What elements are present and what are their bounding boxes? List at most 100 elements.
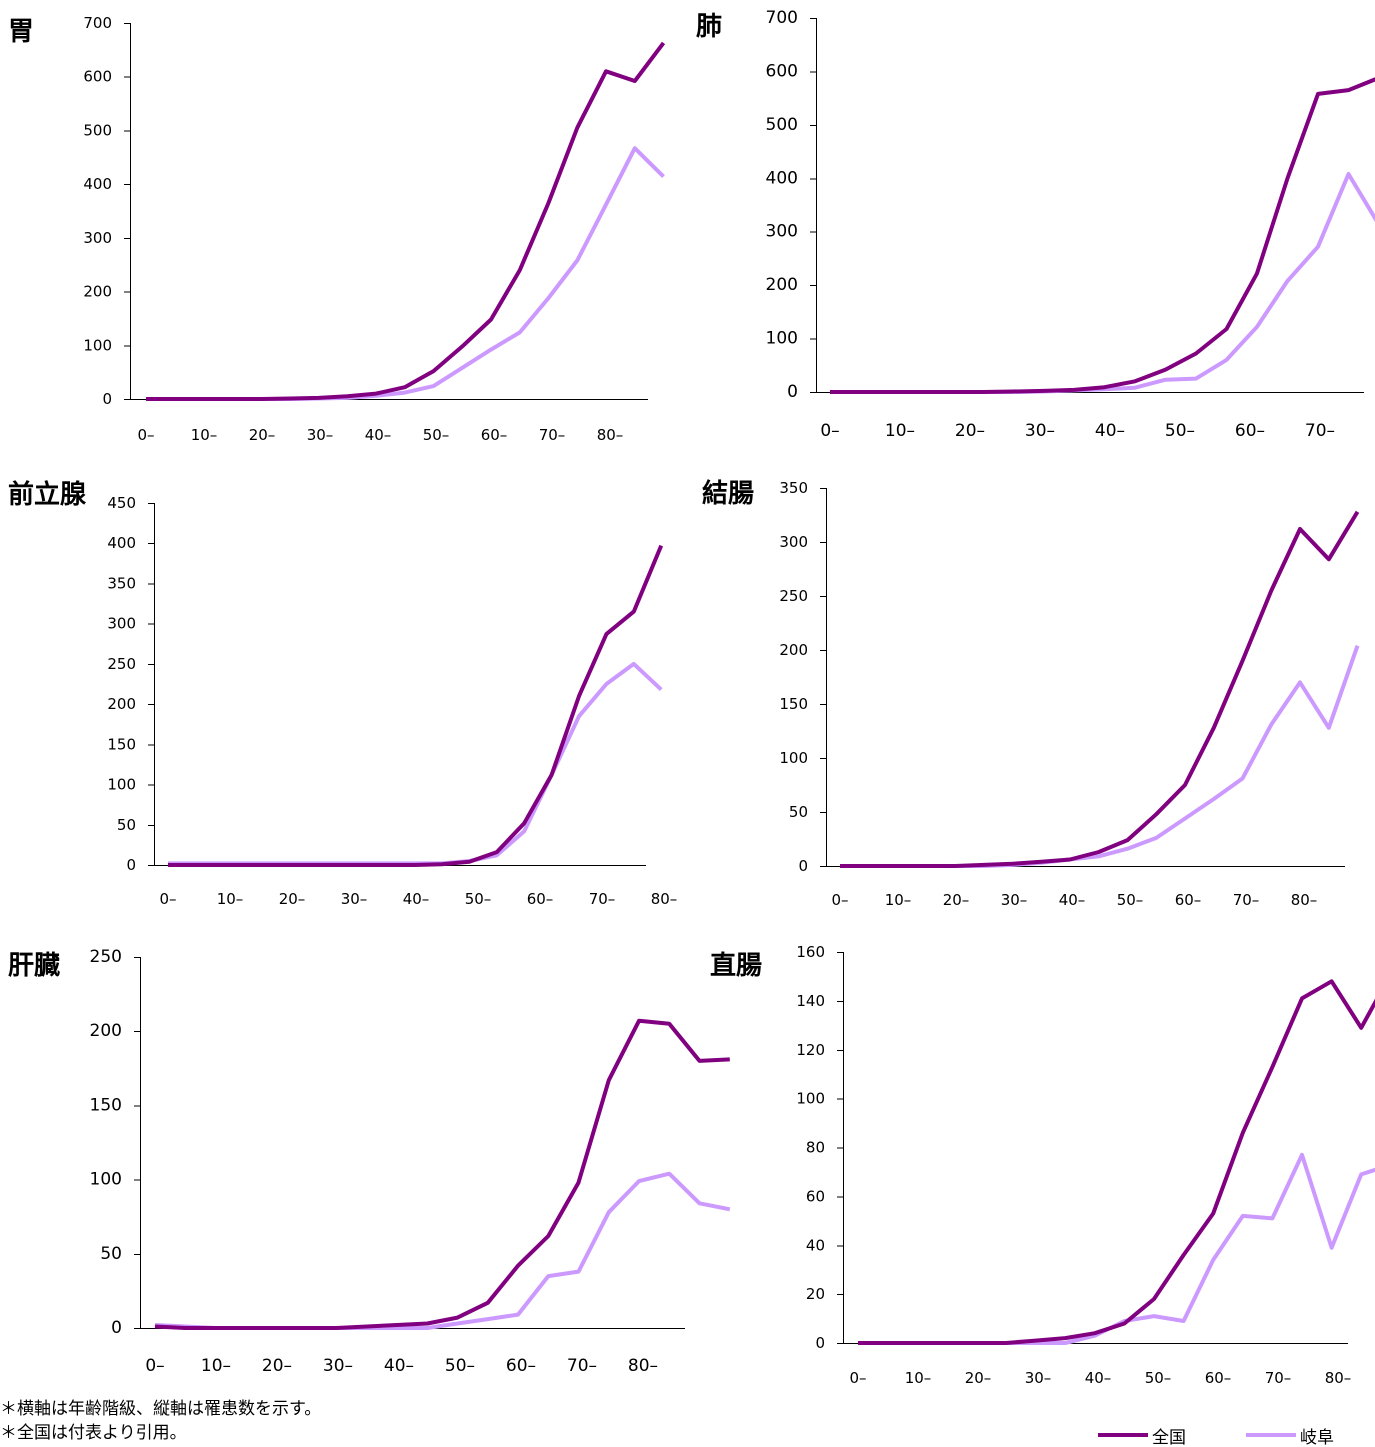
x-tick-label: 70– <box>567 1356 597 1376</box>
x-tick-label: 10– <box>885 891 912 909</box>
x-tick-label: 40– <box>1059 891 1086 909</box>
series-line-national <box>840 512 1358 866</box>
x-tick-label: 50– <box>445 1356 475 1376</box>
x-tick-label: 60– <box>1175 891 1202 909</box>
x-tick-label: 70– <box>1265 1369 1292 1387</box>
x-tick-label: 60– <box>506 1356 536 1376</box>
x-tick-label: 60– <box>1205 1369 1232 1387</box>
y-tick-label: 100 <box>107 776 136 794</box>
y-tick-label: 600 <box>766 61 798 81</box>
y-tick-label: 400 <box>107 534 136 552</box>
y-tick-label: 400 <box>83 175 112 193</box>
chart-panel-5: 肝臓 0 50 100 150 200 250 0– 10– 20– 30– 40– 50– 60– 70–… <box>8 947 730 1376</box>
chart-title: 肝臓 <box>8 951 60 981</box>
x-tick-label: 40– <box>1085 1369 1112 1387</box>
y-tick-label: 200 <box>107 695 136 713</box>
x-tick-label: 70– <box>1305 421 1335 441</box>
y-tick-label: 40 <box>806 1236 825 1254</box>
x-tick-label: 80– <box>597 426 624 444</box>
y-tick-label: 0 <box>102 390 112 408</box>
y-tick-label: 200 <box>90 1021 122 1041</box>
x-tick-label: 10– <box>191 426 218 444</box>
x-tick-label: 60– <box>1235 421 1265 441</box>
legend-label: 全国 <box>1152 1428 1186 1447</box>
x-tick-label: 30– <box>307 426 334 444</box>
x-tick-label: 40– <box>365 426 392 444</box>
y-tick-label: 0 <box>111 1318 122 1338</box>
y-tick-label: 0 <box>815 1334 825 1352</box>
y-tick-label: 0 <box>787 382 798 402</box>
y-tick-label: 150 <box>779 695 808 713</box>
x-tick-label: 30– <box>1001 891 1028 909</box>
chart-title: 胃 <box>8 17 34 47</box>
y-tick-label: 20 <box>806 1285 825 1303</box>
y-tick-label: 250 <box>90 947 122 967</box>
y-tick-label: 450 <box>107 494 136 512</box>
chart-panel-6: 直腸0204060801001201401600– 10– 20– 30– 40– 50–… <box>710 943 1375 1387</box>
y-tick-label: 350 <box>779 479 808 497</box>
x-tick-label: 80– <box>1291 891 1318 909</box>
y-tick-label: 50 <box>789 803 808 821</box>
footnote-source-note: ＊全国は付表より引用。 <box>0 1421 187 1445</box>
x-tick-label: 60– <box>527 890 554 908</box>
y-tick-label: 250 <box>107 655 136 673</box>
y-tick-label: 250 <box>779 587 808 605</box>
y-tick-label: 500 <box>83 121 112 139</box>
x-tick-label: 50– <box>465 890 492 908</box>
legend-label: 岐阜 <box>1300 1428 1334 1447</box>
y-tick-label: 50 <box>100 1244 122 1264</box>
chart-title: 結腸 <box>702 478 754 509</box>
x-tick-label: 40– <box>384 1356 414 1376</box>
x-tick-label: 60– <box>481 426 508 444</box>
y-tick-label: 100 <box>83 336 112 354</box>
x-tick-label: 50– <box>1117 891 1144 909</box>
series-line-gifu <box>858 1155 1375 1343</box>
y-tick-label: 100 <box>779 749 808 767</box>
x-tick-label: 30– <box>1025 1369 1052 1387</box>
chart-panel-4: 結腸 0 50 100 150 200 250 300 350 0– 10– 20– 30– 40– 50–… <box>702 478 1358 909</box>
y-tick-label: 350 <box>107 574 136 592</box>
x-tick-label: 0– <box>145 1356 164 1376</box>
y-tick-label: 150 <box>107 735 136 753</box>
x-tick-label: 30– <box>323 1356 353 1376</box>
x-tick-label: 0– <box>820 421 839 441</box>
x-tick-label: 80– <box>628 1356 658 1376</box>
y-tick-label: 100 <box>796 1090 825 1108</box>
x-tick-label: 0– <box>849 1369 866 1387</box>
y-tick-label: 60 <box>806 1187 825 1205</box>
y-tick-label: 200 <box>766 275 798 295</box>
series-line-gifu <box>168 664 661 864</box>
x-tick-label: 10– <box>885 421 915 441</box>
x-tick-label: 30– <box>341 890 368 908</box>
series-line-gifu <box>830 174 1375 392</box>
y-tick-label: 300 <box>779 533 808 551</box>
x-tick-label: 0– <box>137 426 154 444</box>
chart-panel-3: 前立腺 0 50 100 150 200 250 300 350 400 450 0– 10– 20– 30… <box>8 479 677 908</box>
chart-title: 前立腺 <box>8 479 87 510</box>
x-tick-label: 20– <box>279 890 306 908</box>
x-tick-label: 50– <box>1145 1369 1172 1387</box>
y-tick-label: 200 <box>83 283 112 301</box>
chart-title: 肺 <box>696 12 722 42</box>
y-tick-label: 200 <box>779 641 808 659</box>
x-tick-label: 80– <box>651 890 678 908</box>
chart-panel-1: 胃 0 100 200 300 400 500 600 700 0– 10– 20– 30– 40– 50–… <box>8 14 664 444</box>
y-tick-label: 80 <box>806 1139 825 1157</box>
x-tick-label: 70– <box>589 890 616 908</box>
y-tick-label: 500 <box>766 115 798 135</box>
y-tick-label: 300 <box>766 222 798 242</box>
series-line-national <box>858 974 1375 1343</box>
x-tick-label: 0– <box>831 891 848 909</box>
x-tick-label: 30– <box>1025 421 1055 441</box>
series-line-gifu <box>155 1174 730 1328</box>
y-tick-label: 120 <box>796 1041 825 1059</box>
y-tick-label: 0 <box>126 856 136 874</box>
series-line-gifu <box>840 646 1358 866</box>
y-tick-label: 50 <box>117 816 136 834</box>
series-line-national <box>830 78 1375 392</box>
x-tick-label: 20– <box>249 426 276 444</box>
y-tick-label: 700 <box>83 14 112 32</box>
footnote-axes-note: ＊横軸は年齢階級、縦軸は罹患数を示す。 <box>0 1397 321 1421</box>
x-tick-label: 20– <box>943 891 970 909</box>
